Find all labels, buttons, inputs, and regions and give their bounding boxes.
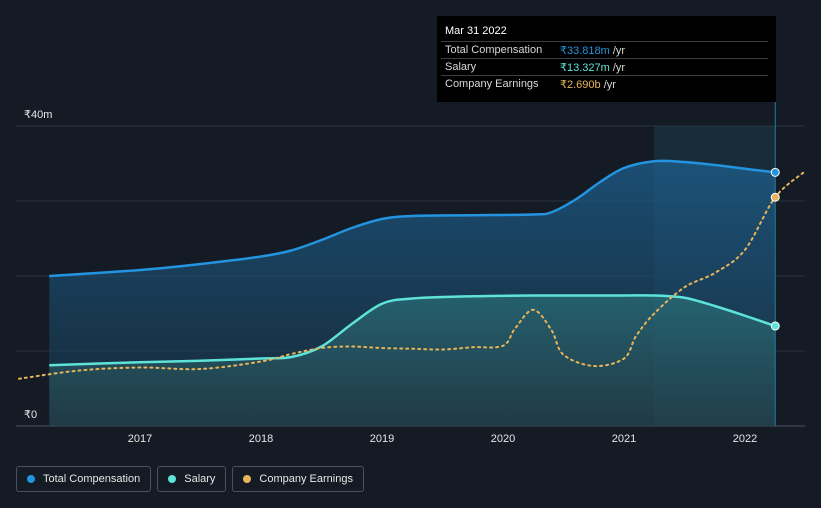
total-compensation-line bbox=[49, 159, 776, 278]
legend-dot-icon bbox=[243, 475, 252, 483]
tooltip: Mar 31 2022 Total Compensation ₹33.818m … bbox=[437, 16, 776, 102]
series-markers bbox=[770, 167, 780, 331]
x-tick-label: 2021 bbox=[612, 433, 636, 445]
salary-line bbox=[49, 294, 776, 367]
tooltip-value: ₹13.327m bbox=[560, 62, 610, 74]
x-tick-label: 2022 bbox=[733, 433, 757, 445]
tooltip-label: Company Earnings bbox=[445, 78, 539, 90]
series-lines bbox=[18, 159, 807, 380]
company-earnings-marker bbox=[770, 192, 780, 202]
axis-ticks: ₹40m ₹0 2017 2018 2019 2020 2021 2022 bbox=[24, 109, 757, 445]
legend-item-total-compensation[interactable]: Total Compensation bbox=[16, 466, 152, 492]
x-tick-label: 2020 bbox=[491, 433, 515, 445]
legend-label: Salary bbox=[184, 473, 216, 485]
tooltip-row-company-earnings: Company Earnings ₹2.690b /yr bbox=[441, 75, 768, 93]
tooltip-label: Total Compensation bbox=[445, 44, 543, 56]
total-compensation-marker bbox=[770, 167, 780, 177]
x-tick-label: 2018 bbox=[249, 433, 273, 445]
legend-label: Total Compensation bbox=[43, 473, 141, 485]
salary-area bbox=[49, 295, 776, 426]
x-tick-label: 2017 bbox=[128, 433, 152, 445]
legend-dot-icon bbox=[168, 475, 177, 483]
legend-label: Company Earnings bbox=[259, 473, 353, 485]
legend-item-company-earnings[interactable]: Company Earnings bbox=[232, 466, 364, 492]
legend: Total Compensation Salary Company Earnin… bbox=[16, 466, 364, 494]
tooltip-unit: /yr bbox=[609, 45, 626, 57]
tooltip-value-wrap: ₹33.818m /yr bbox=[560, 44, 625, 57]
tooltip-value: ₹33.818m bbox=[560, 45, 610, 57]
salary-marker bbox=[770, 321, 780, 331]
legend-dot-icon bbox=[27, 475, 35, 483]
tooltip-label: Salary bbox=[445, 61, 477, 73]
tooltip-row-total-compensation: Total Compensation ₹33.818m /yr bbox=[441, 41, 768, 59]
tooltip-value: ₹2.690b bbox=[560, 79, 601, 91]
x-tick-label: 2019 bbox=[370, 433, 394, 445]
tooltip-unit: /yr bbox=[609, 62, 626, 74]
y-tick-label: ₹40m bbox=[24, 109, 52, 121]
tooltip-date: Mar 31 2022 bbox=[445, 25, 507, 37]
tooltip-value-wrap: ₹13.327m /yr bbox=[560, 61, 625, 74]
company-earnings-line bbox=[18, 170, 807, 380]
tooltip-row-salary: Salary ₹13.327m /yr bbox=[441, 58, 768, 76]
legend-item-salary[interactable]: Salary bbox=[157, 466, 227, 492]
tooltip-unit: /yr bbox=[600, 79, 616, 91]
y-tick-label: ₹0 bbox=[24, 409, 37, 421]
tooltip-value-wrap: ₹2.690b /yr bbox=[560, 78, 616, 91]
